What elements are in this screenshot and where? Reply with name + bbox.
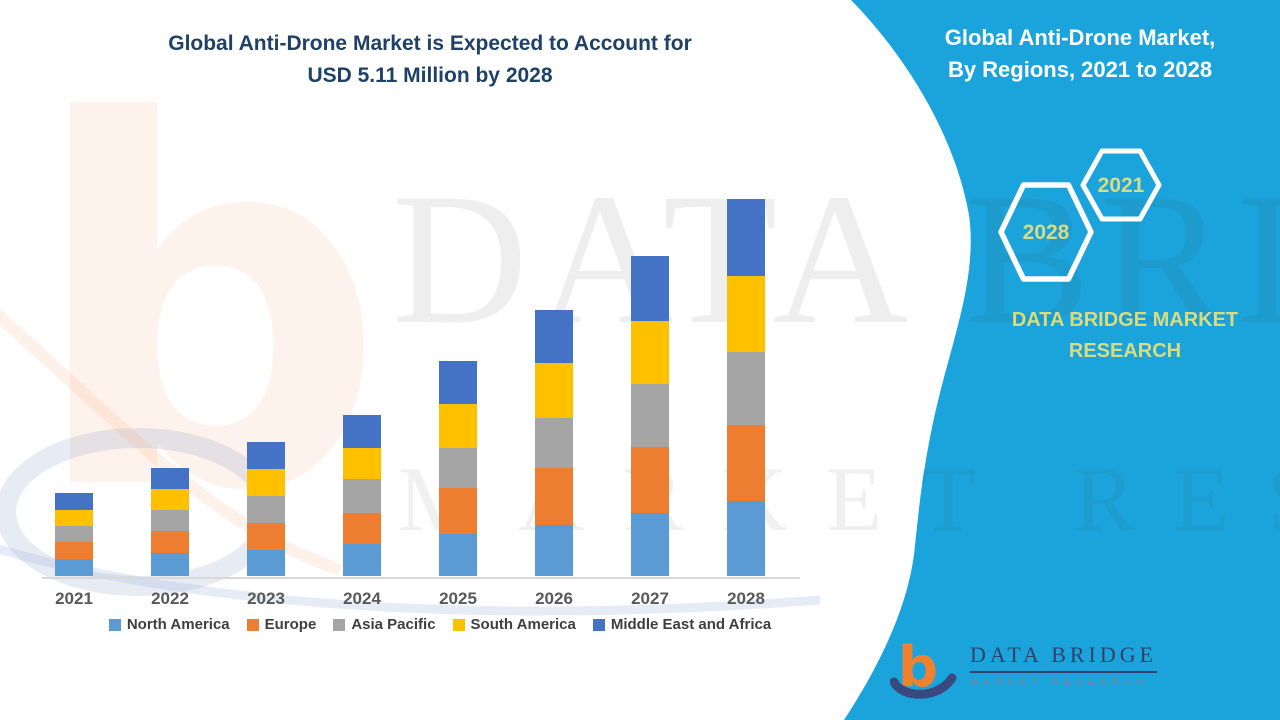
bar-segment-2027-asia-pacific xyxy=(631,384,669,447)
bar-segment-2025-middle-east-and-africa xyxy=(439,361,477,405)
logo-text-block: DATA BRIDGE MARKET RESEARCH xyxy=(970,642,1158,688)
side-panel-title-line1: Global Anti-Drone Market, xyxy=(944,25,1216,50)
brand-wordmark: DATA BRIDGE MARKET RESEARCH xyxy=(955,305,1280,367)
bar-segment-2024-north-america xyxy=(343,543,381,576)
bar-segment-2025-north-america xyxy=(439,533,477,576)
brand-wordmark-line2: RESEARCH xyxy=(1068,340,1182,362)
chart-title: Global Anti-Drone Market is Expected to … xyxy=(60,28,800,92)
bar-segment-2023-north-america xyxy=(247,550,285,576)
bar-segment-2023-south-america xyxy=(247,468,285,496)
bar-segment-2027-north-america xyxy=(631,513,669,576)
legend-label: Asia Pacific xyxy=(351,616,436,633)
legend-item-europe: Europe xyxy=(246,616,317,633)
watermark-peach-swoosh xyxy=(0,309,343,576)
bar-segment-2028-north-america xyxy=(727,501,765,576)
brand-wordmark-line1: DATA BRIDGE MARKET xyxy=(1011,309,1239,331)
chart-legend: North America Europe Asia Pacific South Ame… xyxy=(40,616,840,633)
bar-segment-2027-middle-east-and-africa xyxy=(631,256,669,321)
bar-segment-2026-asia-pacific xyxy=(535,418,573,469)
bar-segment-2021-north-america xyxy=(55,559,93,576)
bar-segment-2024-south-america xyxy=(343,447,381,479)
bar-segment-2021-middle-east-and-africa xyxy=(55,493,93,511)
x-axis-label-2027: 2027 xyxy=(631,589,669,608)
bar-segment-2023-asia-pacific xyxy=(247,495,285,523)
legend-label: North America xyxy=(126,616,230,633)
x-axis-label-2025: 2025 xyxy=(439,589,477,608)
bar-segment-2021-europe xyxy=(55,542,93,560)
bar-segment-2028-europe xyxy=(727,425,765,502)
x-axis-label-2024: 2024 xyxy=(343,589,381,608)
bar-segment-2027-europe xyxy=(631,446,669,514)
bar-segment-2024-europe xyxy=(343,512,381,544)
bar-segment-2025-asia-pacific xyxy=(439,447,477,489)
legend-item-middle-east-and-africa: Middle East and Africa xyxy=(592,616,772,633)
legend-label: Europe xyxy=(264,616,317,633)
logo-tagline: MARKET RESEARCH xyxy=(970,677,1150,688)
bar-segment-2022-europe xyxy=(151,530,189,554)
bar-segment-2022-north-america xyxy=(151,553,189,576)
bar-segment-2024-asia-pacific xyxy=(343,478,381,513)
bar-segment-2026-middle-east-and-africa xyxy=(535,310,573,364)
databridge-logo: b DATA BRIDGE MARKET RESEARCH xyxy=(890,634,1158,704)
legend-marker xyxy=(246,618,259,631)
bar-segment-2026-europe xyxy=(535,468,573,526)
legend-item-south-america: South America xyxy=(452,616,576,633)
legend-item-asia-pacific: Asia Pacific xyxy=(333,616,436,633)
databridge-logo-mark: b xyxy=(890,635,957,700)
bar-segment-2022-asia-pacific xyxy=(151,510,189,531)
bar-segment-2023-europe xyxy=(247,522,285,551)
bar-segment-2022-south-america xyxy=(151,488,189,511)
chart-title-line1: Global Anti-Drone Market is Expected to … xyxy=(168,32,692,55)
legend-marker xyxy=(592,618,605,631)
legend-marker xyxy=(333,618,346,631)
x-axis-label-2023: 2023 xyxy=(247,589,285,608)
logo-name: DATA BRIDGE xyxy=(970,642,1158,673)
legend-label: South America xyxy=(470,616,576,633)
x-axis-label-2028: 2028 xyxy=(727,589,765,608)
legend-label: Middle East and Africa xyxy=(610,616,772,633)
x-axis-label-2022: 2022 xyxy=(151,589,189,608)
bar-segment-2025-europe xyxy=(439,488,477,534)
bar-segment-2026-south-america xyxy=(535,363,573,419)
hexagon-2028 xyxy=(998,182,1094,282)
bar-segment-2026-north-america xyxy=(535,525,573,576)
bar-segment-2025-south-america xyxy=(439,404,477,448)
bar-segment-2028-asia-pacific xyxy=(727,352,765,426)
chart-title-line2: USD 5.11 Million by 2028 xyxy=(307,64,553,87)
x-axis-line xyxy=(42,577,800,579)
hexagon-2021 xyxy=(1080,148,1162,222)
hexagon-2028-label: 2028 xyxy=(1023,221,1070,244)
legend-marker xyxy=(452,618,465,631)
side-panel-title: Global Anti-Drone Market, By Regions, 20… xyxy=(880,22,1280,86)
bar-segment-2028-south-america xyxy=(727,276,765,353)
bar-segment-2027-south-america xyxy=(631,320,669,385)
x-axis-label-2021: 2021 xyxy=(55,589,93,608)
side-panel-title-line2: By Regions, 2021 to 2028 xyxy=(947,57,1213,82)
bar-segment-2022-middle-east-and-africa xyxy=(151,468,189,489)
bar-segment-2021-south-america xyxy=(55,510,93,526)
logo-swoosh xyxy=(890,673,957,699)
bar-segment-2021-asia-pacific xyxy=(55,525,93,543)
bar-segment-2028-middle-east-and-africa xyxy=(727,198,765,277)
bar-segment-2023-middle-east-and-africa xyxy=(247,442,285,469)
cyan-band-shape xyxy=(844,0,1280,720)
legend-item-north-america: North America xyxy=(108,616,230,633)
bar-segment-2024-middle-east-and-africa xyxy=(343,415,381,448)
legend-marker xyxy=(108,618,121,631)
x-axis-label-2026: 2026 xyxy=(535,589,573,608)
hexagon-2021-label: 2021 xyxy=(1098,174,1145,197)
